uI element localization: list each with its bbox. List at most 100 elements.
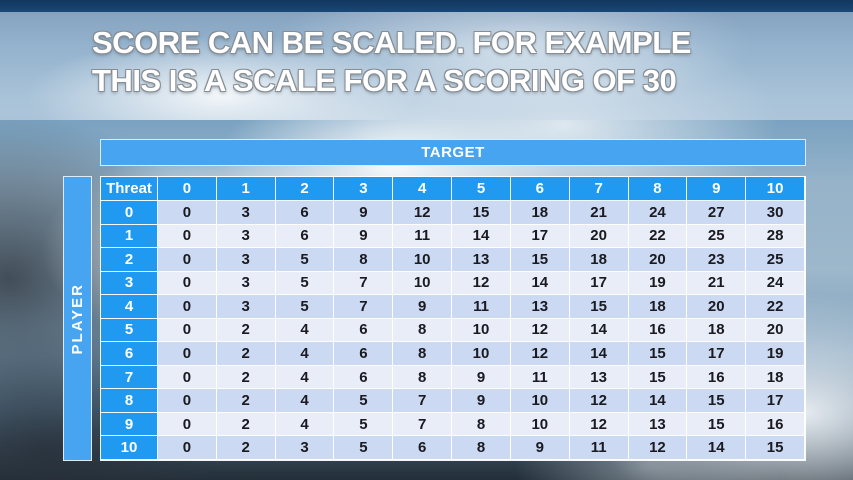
value-cell: 12 xyxy=(510,318,570,343)
row-header-cell: 3 xyxy=(101,271,158,296)
value-cell: 14 xyxy=(569,318,629,343)
column-header-cell: 0 xyxy=(158,177,217,201)
value-cell: 17 xyxy=(569,271,629,296)
value-cell: 6 xyxy=(334,318,394,343)
value-cell: 7 xyxy=(393,412,453,437)
value-cell: 0 xyxy=(158,318,217,343)
value-cell: 16 xyxy=(687,365,747,390)
value-cell: 19 xyxy=(746,342,805,366)
row-header-cell: 10 xyxy=(101,436,158,460)
column-header-cell: 5 xyxy=(452,177,511,201)
slide-title-line2: THIS IS A SCALE FOR A SCORING OF 30 xyxy=(92,63,677,98)
value-cell: 12 xyxy=(393,201,453,225)
value-cell: 3 xyxy=(275,436,335,460)
value-cell: 21 xyxy=(687,271,747,296)
value-cell: 5 xyxy=(334,412,394,437)
row-header-cell: 1 xyxy=(101,224,158,249)
value-cell: 30 xyxy=(746,201,805,225)
value-cell: 12 xyxy=(510,342,570,366)
value-cell: 21 xyxy=(569,201,629,225)
slide-title: SCORE CAN BE SCALED. FOR EXAMPLE THIS IS… xyxy=(92,24,832,100)
target-header-bar: TARGET xyxy=(100,139,806,166)
value-cell: 3 xyxy=(216,271,276,296)
value-cell: 16 xyxy=(746,412,805,437)
value-cell: 15 xyxy=(569,295,629,319)
value-cell: 0 xyxy=(158,365,217,390)
value-cell: 8 xyxy=(452,412,511,437)
value-cell: 2 xyxy=(216,318,276,343)
row-header-cell: 2 xyxy=(101,248,158,272)
value-cell: 24 xyxy=(746,271,805,296)
value-cell: 2 xyxy=(216,342,276,366)
value-cell: 20 xyxy=(687,295,747,319)
value-cell: 14 xyxy=(569,342,629,366)
value-cell: 12 xyxy=(569,412,629,437)
column-header-cell: 1 xyxy=(216,177,276,201)
column-header-cell: 7 xyxy=(569,177,629,201)
column-header-cell: 4 xyxy=(393,177,453,201)
value-cell: 15 xyxy=(628,365,688,390)
value-cell: 8 xyxy=(452,436,511,460)
value-cell: 6 xyxy=(334,365,394,390)
value-cell: 20 xyxy=(628,248,688,272)
player-sidebar: PLAYER xyxy=(63,176,92,461)
value-cell: 11 xyxy=(569,436,629,460)
value-cell: 24 xyxy=(628,201,688,225)
value-cell: 11 xyxy=(393,224,453,249)
value-cell: 15 xyxy=(452,201,511,225)
value-cell: 15 xyxy=(510,248,570,272)
value-cell: 4 xyxy=(275,365,335,390)
row-header-cell: 8 xyxy=(101,389,158,413)
value-cell: 16 xyxy=(628,318,688,343)
title-band xyxy=(0,12,853,120)
value-cell: 7 xyxy=(393,389,453,413)
player-label: PLAYER xyxy=(69,282,86,355)
value-cell: 4 xyxy=(275,412,335,437)
row-header-cell: 9 xyxy=(101,412,158,437)
value-cell: 14 xyxy=(510,271,570,296)
value-cell: 0 xyxy=(158,389,217,413)
value-cell: 12 xyxy=(452,271,511,296)
value-cell: 10 xyxy=(393,248,453,272)
value-cell: 9 xyxy=(510,436,570,460)
value-cell: 9 xyxy=(393,295,453,319)
value-cell: 4 xyxy=(275,342,335,366)
value-cell: 18 xyxy=(510,201,570,225)
value-cell: 22 xyxy=(628,224,688,249)
value-cell: 28 xyxy=(746,224,805,249)
value-cell: 2 xyxy=(216,412,276,437)
value-cell: 6 xyxy=(393,436,453,460)
value-cell: 5 xyxy=(275,248,335,272)
slide-title-line1: SCORE CAN BE SCALED. FOR EXAMPLE xyxy=(92,25,691,60)
value-cell: 5 xyxy=(275,271,335,296)
value-cell: 4 xyxy=(275,389,335,413)
value-cell: 3 xyxy=(216,224,276,249)
value-cell: 6 xyxy=(275,201,335,225)
value-cell: 19 xyxy=(628,271,688,296)
value-cell: 5 xyxy=(275,295,335,319)
value-cell: 5 xyxy=(334,389,394,413)
value-cell: 9 xyxy=(334,224,394,249)
value-cell: 11 xyxy=(510,365,570,390)
value-cell: 15 xyxy=(746,436,805,460)
row-header-cell: 7 xyxy=(101,365,158,390)
value-cell: 7 xyxy=(334,295,394,319)
value-cell: 9 xyxy=(334,201,394,225)
value-cell: 15 xyxy=(628,342,688,366)
value-cell: 0 xyxy=(158,295,217,319)
value-cell: 17 xyxy=(687,342,747,366)
column-header-cell: 3 xyxy=(334,177,394,201)
value-cell: 10 xyxy=(510,412,570,437)
value-cell: 3 xyxy=(216,248,276,272)
value-cell: 13 xyxy=(452,248,511,272)
value-cell: 13 xyxy=(628,412,688,437)
value-cell: 13 xyxy=(510,295,570,319)
value-cell: 20 xyxy=(746,318,805,343)
value-cell: 10 xyxy=(452,318,511,343)
value-cell: 8 xyxy=(393,365,453,390)
value-cell: 9 xyxy=(452,365,511,390)
value-cell: 13 xyxy=(569,365,629,390)
value-cell: 14 xyxy=(452,224,511,249)
value-cell: 8 xyxy=(334,248,394,272)
